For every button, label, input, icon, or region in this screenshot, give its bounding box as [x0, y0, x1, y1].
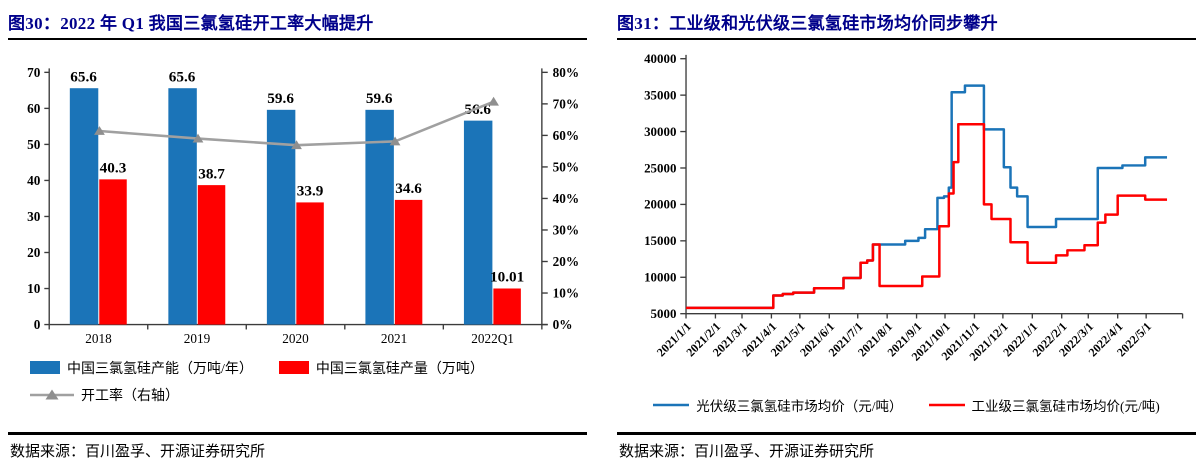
bars-output [99, 179, 521, 325]
svg-text:65.6: 65.6 [169, 68, 196, 85]
figure-30-bottom-rule [8, 432, 587, 435]
svg-text:38.7: 38.7 [198, 165, 225, 182]
svg-text:30%: 30% [553, 222, 579, 237]
svg-text:59.6: 59.6 [366, 90, 393, 107]
svg-text:0: 0 [34, 317, 41, 332]
figure-31-legend: 光伏级三氯氢硅市场均价（元/吨） 工业级三氯氢硅市场均价(元/吨) [617, 392, 1196, 418]
svg-text:10: 10 [27, 281, 41, 296]
price-trend-line-chart: 5000100001500020000250003000035000400002… [644, 51, 1184, 364]
capacity-swatch-icon [30, 361, 60, 374]
svg-text:60%: 60% [553, 128, 579, 143]
price-line-industrial-grade [686, 123, 1168, 310]
price-line-pv-grade [686, 84, 1168, 310]
svg-text:20: 20 [27, 245, 41, 260]
legend-item-pv-grade: 光伏级三氯氢硅市场均价（元/吨） [653, 395, 903, 415]
bar-output-2021 [394, 199, 423, 325]
legend-row-1: 中国三氯氢硅产能（万吨/年） 中国三氯氢硅产量（万吨） [30, 354, 587, 381]
svg-text:80%: 80% [553, 65, 579, 80]
bar-output-2019 [197, 185, 226, 325]
legend-label-output: 中国三氯氢硅产量（万吨） [315, 361, 484, 377]
bar-capacity-2019 [168, 88, 197, 325]
bar-output-2018 [99, 179, 127, 325]
svg-text:10.01: 10.01 [490, 269, 524, 286]
bar-output-2020 [296, 202, 324, 325]
svg-text:2018: 2018 [85, 331, 112, 346]
legend-item-utilization: 开工率（右轴） [30, 385, 179, 405]
figure-31: 图31：工业级和光伏级三氯氢硅市场均价同步攀升 5000 10000 15000 20… [617, 0, 1196, 474]
svg-text:65.6: 65.6 [70, 68, 97, 85]
figure-30-legend: 中国三氯氢硅产能（万吨/年） 中国三氯氢硅产量（万吨） 开工率（右轴） [30, 354, 587, 408]
figure-31-source: 数据来源：百川盈孚、开源证券研究所 [619, 444, 875, 460]
svg-text:25000: 25000 [644, 160, 676, 175]
svg-text:50%: 50% [553, 159, 579, 174]
svg-text:40.3: 40.3 [100, 159, 127, 176]
legend-row-2: 开工率（右轴） [30, 381, 587, 408]
svg-text:60: 60 [27, 101, 41, 116]
figure-31-title-rule [617, 38, 1196, 40]
svg-text:70: 70 [27, 65, 41, 80]
figure-30-title-rule [8, 38, 587, 40]
svg-text:2020: 2020 [282, 331, 309, 346]
svg-text:30000: 30000 [644, 124, 676, 139]
figure-30: 图30：2022 年 Q1 我国三氯氢硅开工率大幅提升 0 10 20 30 40 50 6… [8, 0, 587, 474]
bar-capacity-2021 [365, 109, 394, 325]
figure-30-title: 图30：2022 年 Q1 我国三氯氢硅开工率大幅提升 [8, 14, 374, 33]
svg-text:40000: 40000 [644, 51, 676, 66]
svg-text:40: 40 [27, 173, 41, 188]
red-line-marker-icon [928, 403, 965, 407]
svg-text:15000: 15000 [644, 233, 676, 248]
svg-text:10%: 10% [553, 285, 579, 300]
svg-text:20000: 20000 [644, 197, 676, 212]
svg-text:70%: 70% [553, 96, 579, 111]
figure-31-body: 5000 10000 15000 20000 25000 30000 35000 40000 2… [617, 40, 1196, 432]
output-swatch-icon [278, 361, 309, 374]
figure-31-bottom-rule [617, 432, 1196, 435]
legend-item-output: 中国三氯氢硅产量（万吨） [278, 358, 484, 378]
legend-label-pv-grade: 光伏级三氯氢硅市场均价（元/吨） [696, 399, 903, 414]
bar-capacity-2020 [266, 109, 296, 325]
bar-capacity-2018 [69, 88, 99, 325]
bar-capacity-2022Q1 [463, 120, 493, 325]
svg-text:10000: 10000 [644, 270, 676, 285]
utilization-marker-2021 [389, 136, 401, 146]
svg-text:5000: 5000 [651, 306, 677, 321]
svg-text:40%: 40% [553, 191, 579, 206]
svg-text:20%: 20% [553, 254, 579, 269]
svg-text:35000: 35000 [644, 87, 676, 102]
capacity-output-utilization-chart: 0 10 20 30 40 50 60 70 0% 10% 20% 30% 40% 50% 60% 70% 80… [27, 65, 579, 346]
utilization-line [94, 96, 499, 150]
legend-label-utilization: 开工率（右轴） [81, 388, 179, 404]
svg-text:34.6: 34.6 [395, 180, 422, 197]
bar-output-2022Q1 [493, 288, 521, 325]
bars-capacity [69, 88, 493, 325]
svg-text:2022Q1: 2022Q1 [471, 331, 514, 346]
svg-text:2021: 2021 [381, 331, 407, 346]
svg-text:50: 50 [27, 137, 41, 152]
svg-text:0%: 0% [553, 317, 573, 332]
line-triangle-marker-icon [30, 389, 74, 399]
figure-30-body: 0 10 20 30 40 50 60 70 0% 10% 20% 30% 40% 50% 60% 70% 80… [8, 40, 587, 432]
svg-text:59.6: 59.6 [267, 90, 294, 107]
legend-label-industrial-grade: 工业级三氯氢硅市场均价(元/吨) [971, 399, 1160, 414]
legend-item-industrial-grade: 工业级三氯氢硅市场均价(元/吨) [928, 395, 1160, 415]
utilization-marker-2022Q1 [488, 96, 499, 106]
legend-item-capacity: 中国三氯氢硅产能（万吨/年） [30, 358, 253, 378]
svg-text:30: 30 [27, 209, 41, 224]
legend-label-capacity: 中国三氯氢硅产能（万吨/年） [67, 361, 253, 377]
svg-text:2019: 2019 [184, 331, 211, 346]
utilization-marker-2018 [94, 126, 105, 135]
utilization-marker-2019 [192, 133, 204, 143]
figure-30-source: 数据来源：百川盈孚、开源证券研究所 [10, 444, 266, 460]
axes [680, 54, 1184, 319]
svg-text:33.9: 33.9 [297, 183, 324, 200]
blue-line-marker-icon [653, 403, 690, 407]
utilization-marker-2020 [291, 140, 302, 150]
figure-31-title: 图31：工业级和光伏级三氯氢硅市场均价同步攀升 [617, 14, 998, 33]
